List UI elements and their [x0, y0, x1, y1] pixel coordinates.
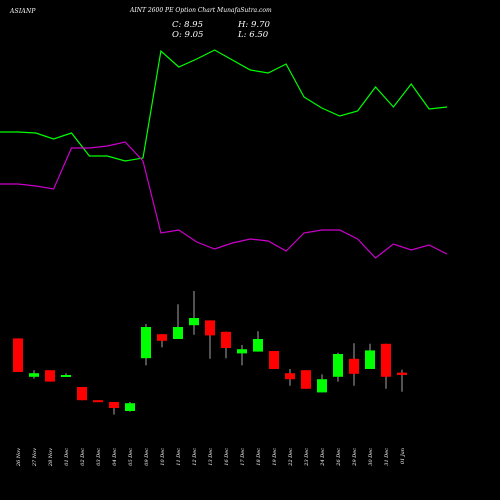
overlay-line-1: [0, 49, 448, 162]
candle-body: [237, 349, 247, 354]
candle-body: [333, 354, 343, 377]
candle-body: [205, 320, 215, 336]
candle-body: [141, 327, 151, 359]
candle-body: [45, 370, 55, 382]
candle-body: [29, 373, 39, 377]
date-tick-label: 01 Jan: [400, 448, 406, 464]
date-tick-label: 30 Dec: [368, 448, 374, 466]
low-readout: L: 6.50: [238, 30, 269, 40]
date-tick-label: 19 Dec: [272, 448, 278, 466]
date-tick-label: 09 Dec: [144, 448, 150, 466]
candle-body: [285, 373, 295, 380]
date-tick-label: 11 Dec: [176, 448, 182, 466]
chart-subtitle: AINT 2600 PE Option Chart MunafaSutra.co…: [130, 7, 272, 14]
close-readout: C: 8.95: [172, 20, 203, 30]
overlay-line-2: [0, 141, 448, 259]
date-tick-label: 01 Dec: [64, 448, 70, 466]
date-tick-label: 13 Dec: [208, 448, 214, 466]
candle-body: [253, 339, 263, 352]
date-tick-label: 28 Nov: [48, 448, 54, 467]
date-tick-label: 24 Dec: [320, 448, 326, 467]
candle-body: [189, 318, 199, 326]
date-tick-label: 03 Dec: [96, 448, 102, 466]
candle-body: [93, 400, 103, 403]
date-tick-label: 16 Dec: [224, 448, 230, 466]
candle-body: [317, 379, 327, 393]
date-tick-label: 26 Dec: [336, 448, 342, 467]
candle-body: [381, 343, 391, 377]
candle-body: [349, 358, 359, 374]
date-tick-label: 26 Nov: [16, 448, 22, 467]
open-readout: O: 9.05: [172, 30, 204, 40]
date-tick-label: 05 Dec: [128, 448, 134, 466]
candle-body: [269, 351, 279, 369]
date-tick-label: 22 Dec: [288, 448, 294, 467]
candle-body: [109, 402, 119, 408]
high-readout: H: 9.70: [238, 20, 270, 30]
candle-body: [125, 403, 135, 411]
candle-body: [301, 370, 311, 389]
date-tick-label: 23 Dec: [304, 448, 310, 467]
date-tick-label: 27 Nov: [32, 448, 38, 467]
date-tick-label: 10 Dec: [160, 448, 166, 466]
candle-body: [397, 372, 407, 375]
candle-body: [365, 350, 375, 369]
date-tick-label: 29 Dec: [352, 448, 358, 467]
candle-body: [157, 334, 167, 341]
candle-body: [173, 327, 183, 339]
candle-body: [77, 387, 87, 401]
date-tick-label: 31 Dec: [384, 448, 390, 466]
date-tick-label: 17 Dec: [240, 448, 246, 466]
candle-body: [61, 375, 71, 377]
date-tick-label: 12 Dec: [192, 448, 198, 466]
symbol-label: ASIANP: [10, 8, 36, 15]
candle-body: [221, 331, 231, 348]
date-tick-label: 18 Dec: [256, 448, 262, 466]
date-tick-label: 04 Dec: [112, 448, 118, 466]
date-tick-label: 02 Dec: [80, 448, 86, 466]
candle-body: [13, 338, 23, 372]
